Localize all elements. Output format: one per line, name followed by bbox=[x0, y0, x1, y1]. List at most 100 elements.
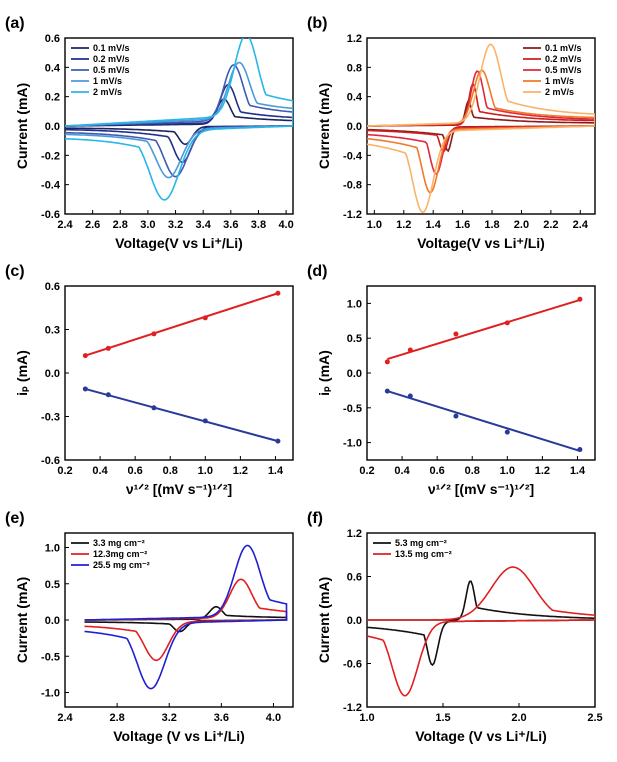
y-axis-label: Current (mA) bbox=[316, 577, 332, 663]
plot-area bbox=[84, 544, 288, 690]
x-tick-label: 1.0 bbox=[367, 219, 382, 231]
legend-label: 0.2 mV/s bbox=[93, 54, 130, 64]
x-tick-label: 0.6 bbox=[128, 465, 143, 477]
y-tick-label: 0.3 bbox=[45, 325, 60, 337]
x-axis-label: Voltage (V vs Li⁺/Li) bbox=[113, 728, 245, 744]
y-tick-label: 1.0 bbox=[347, 298, 362, 310]
fit-line-1 bbox=[387, 390, 581, 452]
x-tick-label: 2.0 bbox=[514, 219, 529, 231]
y-tick-label: -0.2 bbox=[41, 150, 60, 162]
x-tick-label: 0.2 bbox=[57, 465, 72, 477]
plot-area bbox=[367, 566, 595, 697]
y-tick-label: -1.2 bbox=[343, 209, 362, 221]
series-line-4 bbox=[367, 43, 595, 214]
y-axis-label: iₚ (mA) bbox=[14, 350, 30, 396]
y-tick-label: 0.0 bbox=[45, 121, 60, 133]
legend-label: 1 mV/s bbox=[93, 76, 122, 86]
series-line-1 bbox=[65, 83, 293, 164]
y-tick-label: -0.6 bbox=[343, 659, 362, 671]
x-tick-label: 2.0 bbox=[511, 712, 526, 724]
y-tick-label: 0.0 bbox=[45, 368, 60, 380]
x-tick-label: 1.4 bbox=[426, 219, 442, 231]
x-axis-label: ν¹ᐟ² [(mV s⁻¹)¹ᐟ²] bbox=[428, 481, 534, 497]
data-point bbox=[275, 290, 281, 296]
legend-label: 2 mV/s bbox=[93, 87, 122, 97]
y-tick-label: 0.0 bbox=[347, 615, 362, 627]
y-tick-label: 1.0 bbox=[45, 543, 60, 555]
y-tick-label: 0.4 bbox=[347, 92, 363, 104]
x-tick-label: 3.6 bbox=[214, 712, 229, 724]
plot-area bbox=[82, 290, 281, 444]
legend-label: 13.5 mg cm⁻² bbox=[395, 549, 452, 559]
data-point bbox=[105, 345, 111, 351]
data-point bbox=[151, 405, 157, 411]
plot-area bbox=[65, 38, 293, 201]
series-line-2 bbox=[65, 64, 293, 178]
x-tick-label: 1.6 bbox=[455, 219, 470, 231]
fit-line-0 bbox=[387, 298, 581, 361]
y-tick-label: -0.3 bbox=[41, 412, 60, 424]
x-tick-label: 0.2 bbox=[359, 465, 374, 477]
x-axis-label: Voltage (V vs Li⁺/Li) bbox=[415, 728, 547, 744]
y-tick-label: -1.0 bbox=[343, 438, 362, 450]
chart-panel-b: 1.0 1.2 1.4 1.6 1.8 2.0 2.2 2.4 -1.2 -0.8 -0.4 0.0 0… bbox=[307, 15, 596, 251]
y-axis-label: Current (mA) bbox=[316, 83, 332, 169]
data-point bbox=[577, 447, 583, 453]
x-tick-label: 2.4 bbox=[57, 712, 73, 724]
x-tick-label: 1.0 bbox=[198, 465, 213, 477]
chart-panel-c: 0.2 0.4 0.6 0.8 1.0 1.2 1.4 -0.6 -0.3 0.0 0.3 0.6 ν¹… bbox=[5, 263, 294, 497]
legend-label: 1 mV/s bbox=[545, 76, 574, 86]
data-point bbox=[453, 413, 459, 419]
legend-label: 2 mV/s bbox=[545, 87, 574, 97]
y-axis-label: Current (mA) bbox=[14, 577, 30, 663]
x-tick-label: 1.4 bbox=[570, 465, 586, 477]
series-line-3 bbox=[65, 61, 293, 179]
y-tick-label: 0.5 bbox=[45, 579, 60, 591]
x-tick-label: 3.8 bbox=[251, 219, 266, 231]
plot-area bbox=[367, 43, 595, 214]
fit-line-0 bbox=[85, 292, 279, 357]
panel-label: (a) bbox=[5, 15, 25, 32]
y-tick-label: 0.0 bbox=[45, 615, 60, 627]
x-tick-label: 3.4 bbox=[196, 219, 212, 231]
x-axis-label: Voltage(V vs Li⁺/Li) bbox=[115, 235, 243, 251]
y-axis-label: Current (mA) bbox=[14, 83, 30, 169]
legend-label: 0.1 mV/s bbox=[93, 43, 130, 53]
y-tick-label: -0.4 bbox=[343, 150, 363, 162]
data-point bbox=[82, 353, 88, 359]
y-axis-label: iₚ (mA) bbox=[316, 350, 332, 396]
x-tick-label: 1.2 bbox=[233, 465, 248, 477]
panel-label: (e) bbox=[5, 510, 25, 527]
x-tick-label: 1.5 bbox=[435, 712, 450, 724]
data-point bbox=[82, 386, 88, 392]
legend-label: 0.5 mV/s bbox=[93, 65, 130, 75]
plot-frame bbox=[366, 285, 596, 461]
x-tick-label: 0.6 bbox=[430, 465, 445, 477]
x-tick-label: 1.2 bbox=[396, 219, 411, 231]
data-point bbox=[407, 347, 413, 353]
x-tick-label: 2.8 bbox=[109, 712, 124, 724]
y-tick-label: 1.2 bbox=[347, 528, 362, 540]
data-point bbox=[105, 392, 111, 398]
x-tick-label: 2.8 bbox=[113, 219, 128, 231]
y-tick-label: 0.6 bbox=[45, 281, 60, 293]
x-tick-label: 3.6 bbox=[223, 219, 238, 231]
x-tick-label: 2.4 bbox=[573, 219, 589, 231]
panel-label: (b) bbox=[307, 15, 327, 32]
panel-label: (f) bbox=[307, 510, 323, 527]
series-line-4 bbox=[65, 38, 293, 201]
data-point bbox=[151, 331, 157, 337]
data-point bbox=[504, 320, 510, 326]
chart-panel-a: 2.4 2.6 2.8 3.0 3.2 3.4 3.6 3.8 4.0 -0.6 -0.4 -0.2 0… bbox=[5, 15, 294, 251]
series-line-1 bbox=[367, 566, 595, 697]
chart-panel-e: 2.4 2.8 3.2 3.6 4.0 -1.0 -0.5 0.0 0.5 1.0 Voltage … bbox=[5, 510, 294, 744]
data-point bbox=[275, 438, 281, 444]
x-tick-label: 3.2 bbox=[168, 219, 183, 231]
data-point bbox=[453, 331, 459, 337]
panel-label: (c) bbox=[5, 263, 25, 280]
x-tick-label: 3.2 bbox=[162, 712, 177, 724]
legend-label: 3.3 mg cm⁻² bbox=[93, 538, 145, 548]
data-point bbox=[202, 315, 208, 321]
y-tick-label: 0.0 bbox=[347, 121, 362, 133]
data-point bbox=[407, 393, 413, 399]
